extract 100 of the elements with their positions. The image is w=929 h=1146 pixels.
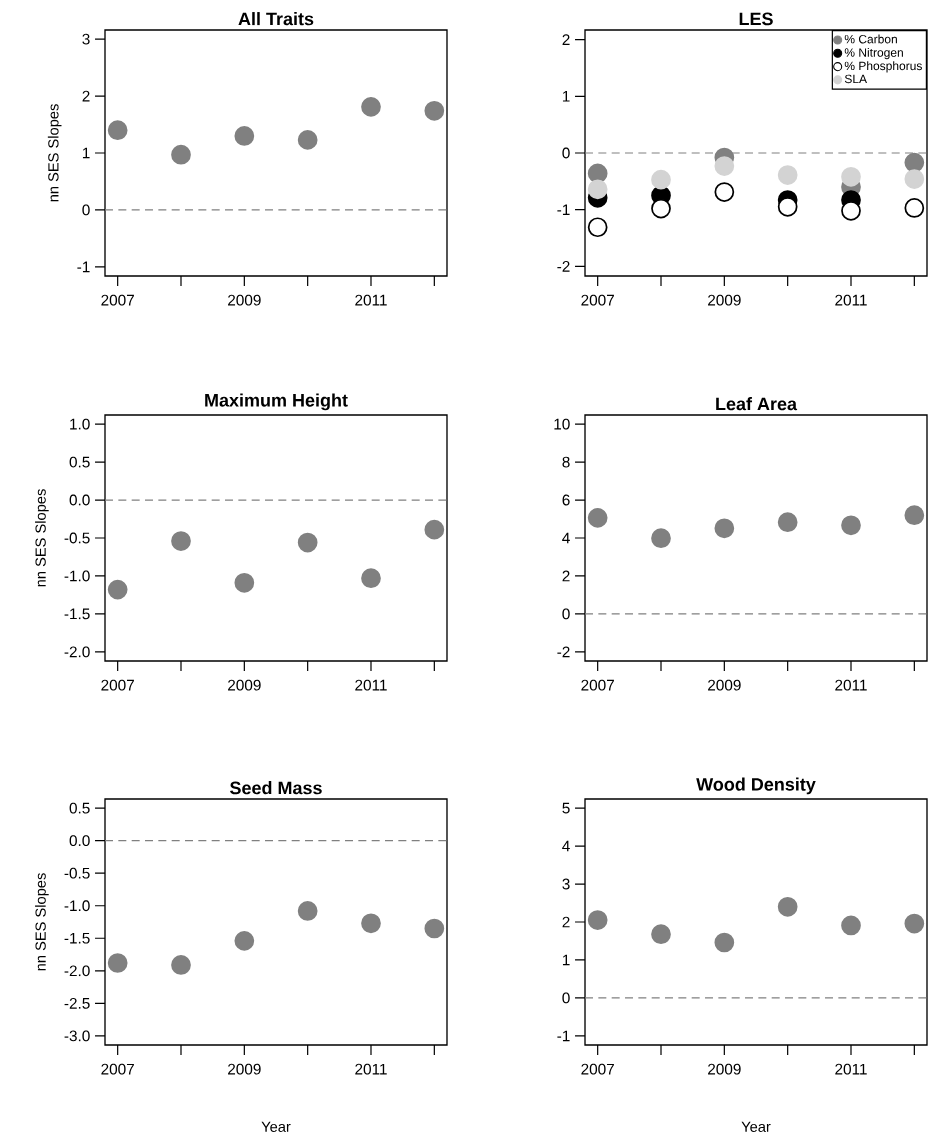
legend-label: SLA	[844, 74, 868, 84]
y-tick-label: -1.5	[64, 608, 90, 620]
x-tick-label: 2009	[708, 294, 741, 306]
x-tick-label: 2011	[835, 294, 867, 306]
x-tick-label: 2011	[835, 679, 867, 691]
point	[714, 156, 735, 176]
y-tick-label: -2.0	[64, 646, 90, 658]
y-tick-label: -2	[557, 646, 570, 658]
legend-label: % Nitrogen	[844, 47, 903, 60]
point	[234, 572, 255, 593]
point	[234, 931, 255, 951]
y-tick-label: 1	[82, 147, 90, 159]
x-tick-label: 2009	[228, 1063, 261, 1075]
y-tick-label: 0.5	[69, 802, 90, 814]
y-tick-label: -0.5	[64, 867, 90, 879]
point	[361, 568, 381, 589]
y-tick-label: -3.0	[64, 1030, 90, 1042]
y-tick-label: 0	[562, 992, 570, 1004]
x-tick-label: 2007	[581, 679, 614, 691]
point	[841, 515, 861, 536]
legend-label: % Phosphorus	[844, 61, 922, 73]
point	[841, 915, 861, 936]
x-axis-title: Year	[741, 1121, 771, 1132]
y-tick-label: 2	[562, 916, 570, 928]
x-tick-label: 2011	[355, 679, 387, 691]
y-tick-label: 0	[82, 204, 90, 216]
point	[424, 918, 445, 939]
y-tick-label: -2.0	[64, 965, 90, 977]
y-tick-label: 0	[562, 608, 570, 620]
y-tick-label: -1.0	[64, 570, 90, 582]
legend-label: % Carbon	[844, 34, 897, 44]
point	[777, 165, 798, 185]
y-tick-label: -1	[557, 1030, 570, 1042]
chart-title: Leaf Area	[716, 397, 798, 411]
point	[587, 217, 608, 238]
x-tick-label: 2007	[581, 294, 614, 306]
y-tick-label: -1.5	[64, 932, 90, 944]
y-tick-label: 2	[562, 34, 570, 45]
x-tick-label: 2007	[101, 294, 134, 306]
x-tick-label: 2009	[228, 294, 261, 306]
chart-title: Seed Mass	[230, 781, 322, 795]
point	[714, 518, 735, 539]
y-tick-label: -1	[77, 261, 90, 273]
x-tick-label: 2007	[101, 1063, 134, 1075]
point	[297, 130, 318, 150]
x-tick-label: 2011	[835, 1063, 867, 1075]
point	[361, 96, 381, 117]
y-tick-label: 4	[562, 532, 570, 544]
y-tick-label: 0.0	[69, 835, 90, 847]
y-tick-label: 3	[82, 33, 90, 45]
y-axis-title: nn SES Slopes	[35, 489, 49, 587]
point	[587, 508, 608, 528]
point	[651, 924, 671, 945]
chart-title: All Traits	[238, 12, 314, 26]
point	[714, 932, 735, 953]
point	[587, 179, 608, 200]
point	[424, 519, 445, 540]
y-tick-label: 1	[562, 91, 570, 102]
chart-title: Maximum Height	[205, 393, 348, 411]
y-tick-label: 6	[562, 494, 570, 506]
y-tick-label: 10	[554, 418, 570, 430]
point	[777, 196, 798, 217]
point	[107, 120, 128, 141]
y-tick-label: 1.0	[70, 418, 90, 430]
y-axis-title: nn SES Slopes	[47, 104, 62, 202]
chart-title: LES	[739, 12, 773, 26]
y-tick-label: -0.5	[64, 532, 90, 544]
point	[424, 100, 445, 121]
x-tick-label: 2009	[708, 679, 741, 691]
y-tick-label: 5	[562, 802, 570, 814]
point	[841, 200, 861, 221]
point	[587, 910, 608, 930]
point	[777, 896, 798, 917]
y-tick-label: 0.0	[69, 494, 90, 506]
x-tick-label: 2011	[355, 1063, 387, 1075]
x-tick-label: 2007	[581, 1063, 614, 1075]
point	[107, 579, 128, 600]
point	[651, 198, 671, 219]
y-tick-label: -1.0	[64, 900, 90, 912]
y-tick-label: 0.5	[69, 456, 90, 468]
y-tick-label: 2	[562, 570, 570, 582]
y-tick-label: 8	[562, 456, 570, 468]
point	[171, 955, 191, 975]
x-tick-label: 2011	[355, 294, 387, 306]
x-axis-title: Year	[261, 1121, 291, 1132]
point	[297, 532, 318, 553]
x-tick-label: 2007	[101, 679, 134, 691]
y-axis-title: nn SES Slopes	[35, 873, 49, 971]
y-tick-label: 1	[562, 954, 570, 966]
y-tick-label: 4	[562, 840, 570, 852]
point	[171, 531, 191, 551]
point	[841, 166, 861, 187]
y-tick-label: -2.5	[64, 997, 90, 1009]
point	[171, 144, 191, 165]
y-tick-label: 2	[82, 90, 90, 102]
point	[361, 913, 381, 934]
point	[777, 512, 798, 533]
chart-title: Wood Density	[696, 777, 816, 795]
y-tick-label: -2	[557, 261, 570, 272]
y-tick-label: 0	[562, 147, 570, 159]
